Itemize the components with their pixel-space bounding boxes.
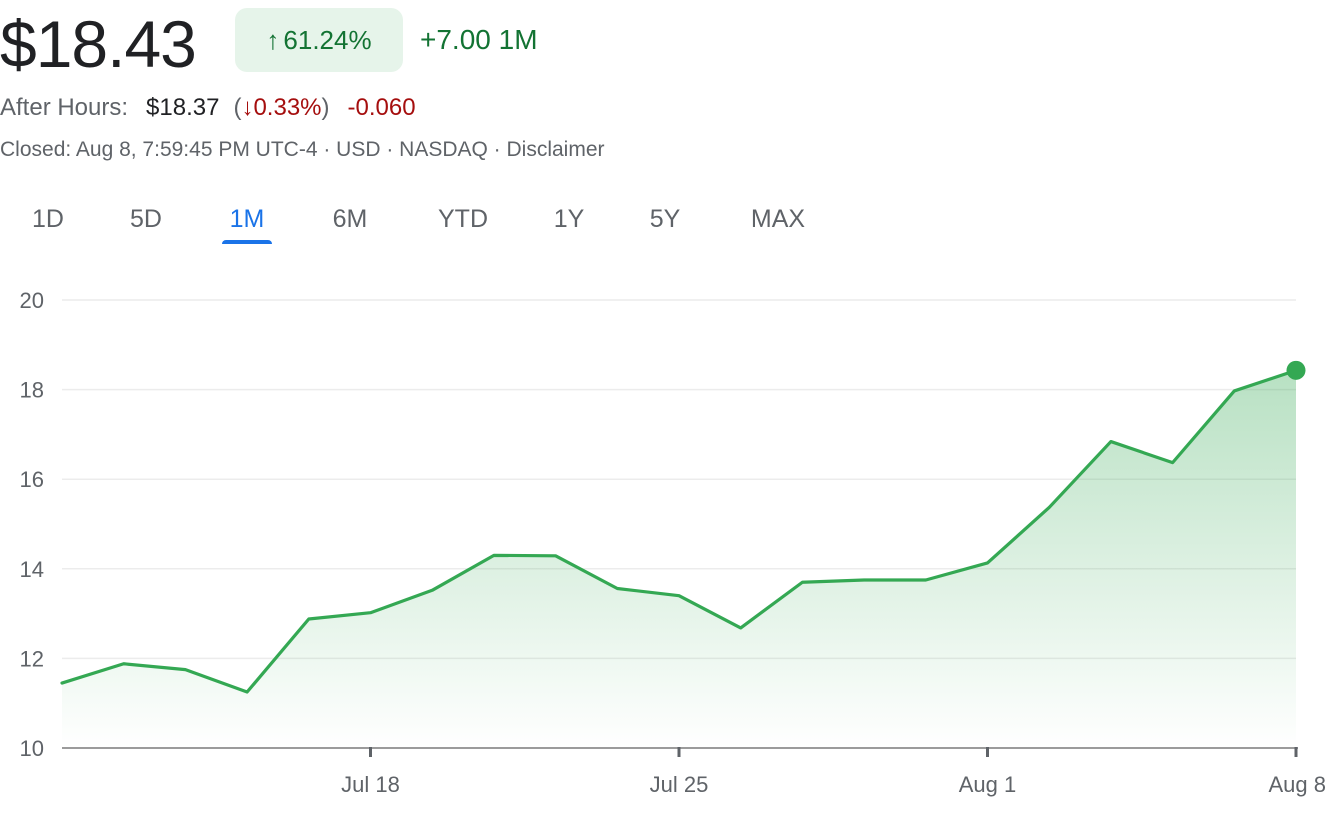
price-line-layer — [60, 368, 1298, 694]
last-price-point[interactable] — [1286, 360, 1306, 380]
x-axis-labels: Jul 18 Jul 25 Aug 1 Aug 8 — [341, 747, 1326, 797]
x-tick-label: Jul 25 — [650, 772, 709, 797]
x-tick-label: Aug 8 — [1269, 772, 1327, 797]
price-line — [60, 368, 1298, 694]
tab-5d[interactable]: 5D — [130, 205, 162, 233]
after-hours-change: -0.060 — [347, 94, 416, 121]
after-hours-percent: (↓0.33%) — [233, 94, 330, 121]
price-area — [62, 370, 1296, 748]
change-percent-badge: ↑ 61.24% — [235, 8, 403, 72]
after-hours-price: $18.37 — [146, 94, 220, 121]
active-tab-indicator — [222, 240, 272, 244]
data-points — [1286, 360, 1306, 380]
range-tabs: 1D 5D 1M 6M YTD 1Y 5Y MAX — [0, 196, 900, 246]
x-tick-label: Jul 18 — [341, 772, 400, 797]
arrow-down-icon: ↓ — [241, 94, 254, 121]
after-hours-percent-value: 0.33% — [253, 94, 322, 121]
change-percent: 61.24% — [283, 24, 372, 55]
tab-1d[interactable]: 1D — [32, 205, 64, 233]
x-tick-label: Aug 1 — [959, 772, 1017, 797]
y-tick-label: 12 — [20, 646, 44, 671]
tab-1y[interactable]: 1Y — [553, 205, 585, 233]
tab-5y[interactable]: 5Y — [649, 205, 681, 233]
after-hours-label: After Hours: — [0, 94, 129, 121]
arrow-up-icon: ↑ — [266, 24, 280, 55]
quote-header: $18.43 ↑ 61.24% +7.00 1M After Hours: $1… — [0, 0, 1336, 180]
y-tick-label: 20 — [20, 288, 44, 313]
market-status: Closed: Aug 8, 7:59:45 PM UTC-4 · USD · … — [0, 138, 605, 161]
price-chart[interactable]: 10 12 14 16 18 20 Jul 18 Jul 25 Aug 1 Aug 8 — [0, 270, 1336, 814]
change-absolute: +7.00 1M — [420, 24, 538, 55]
current-price: $18.43 — [0, 7, 197, 81]
tab-1m[interactable]: 1M — [222, 196, 272, 244]
y-tick-label: 16 — [20, 467, 44, 492]
y-tick-label: 14 — [20, 557, 44, 582]
area-fill — [62, 370, 1296, 748]
tab-6m[interactable]: 6M — [332, 205, 368, 233]
y-tick-label: 18 — [20, 378, 44, 403]
y-axis-labels: 10 12 14 16 18 20 — [20, 288, 44, 761]
after-hours-row: After Hours: $18.37 (↓0.33%) -0.060 — [0, 92, 416, 124]
tab-ytd[interactable]: YTD — [438, 205, 488, 233]
y-tick-label: 10 — [20, 736, 44, 761]
tab-max[interactable]: MAX — [750, 205, 806, 233]
